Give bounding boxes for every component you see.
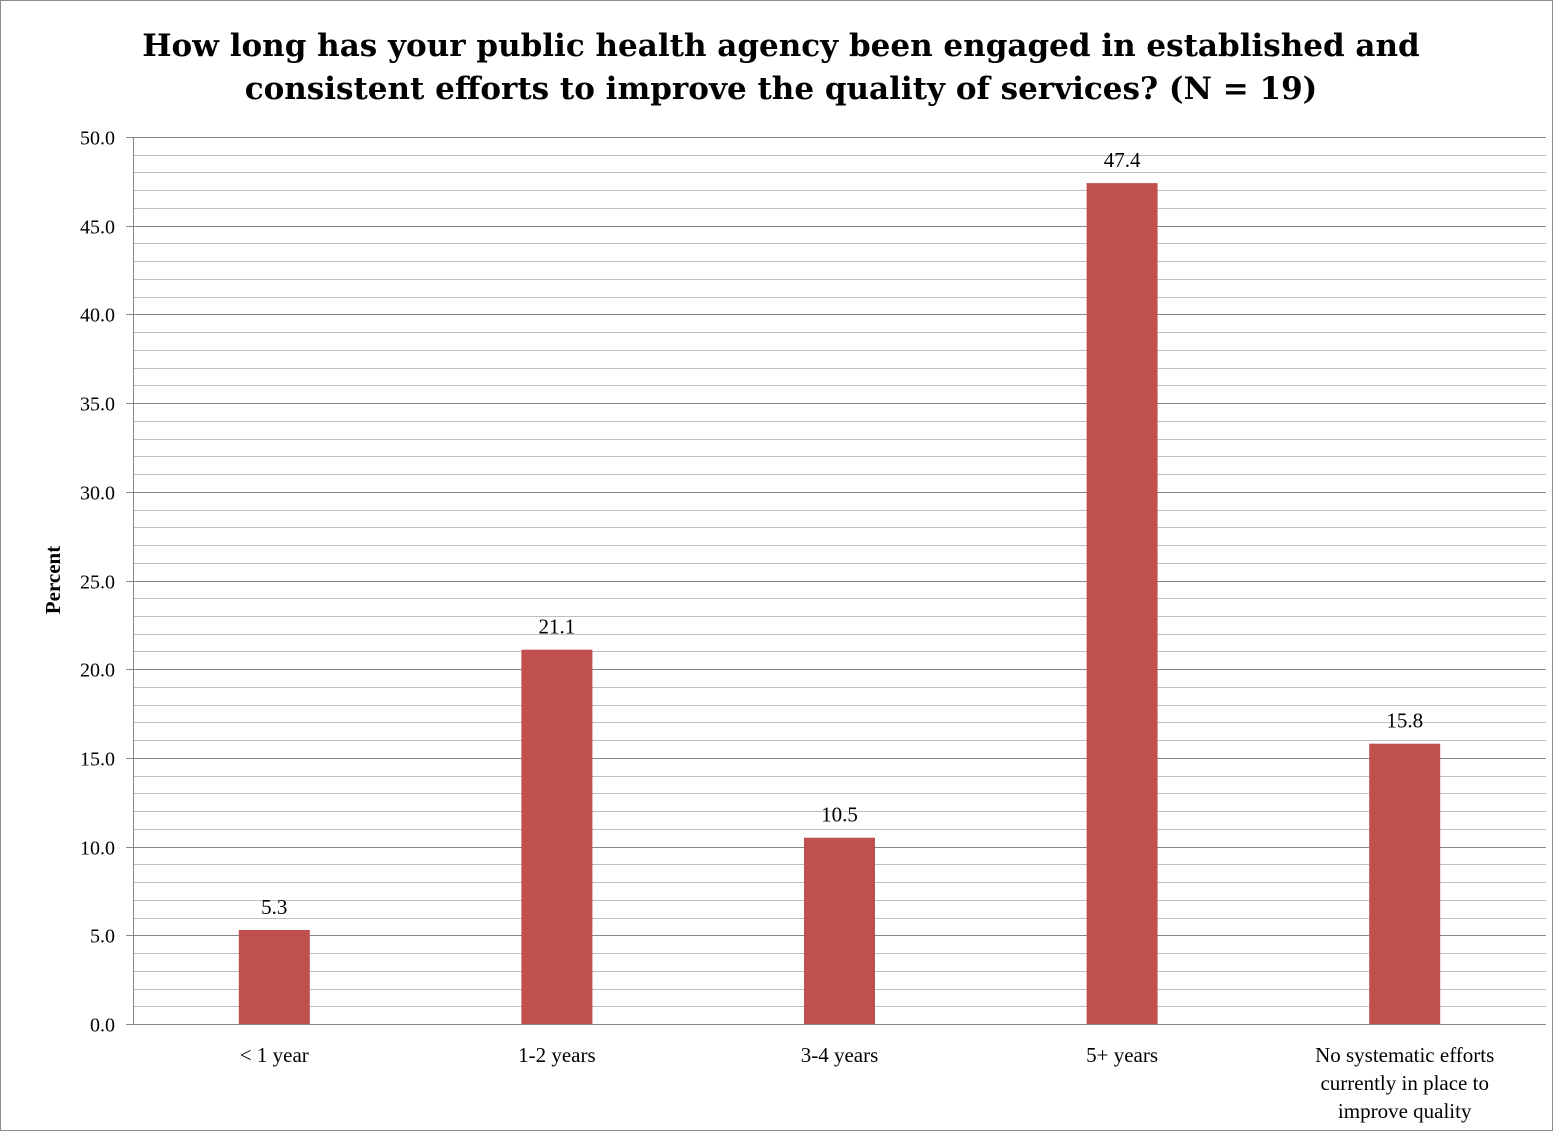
x-tick-label: currently in place to [1320, 1071, 1489, 1095]
data-label: 5.3 [261, 895, 287, 919]
data-label: 10.5 [821, 803, 858, 827]
bar [1369, 743, 1441, 1024]
labels: 0.0 5.0 10.0 15.0 20.0 25.0 30.0 35.0 40.0 45.0 50… [80, 128, 1494, 1124]
axes [133, 137, 1546, 1025]
y-tick-label: 30.0 [80, 483, 115, 505]
chart-title: How long has your public health agency b… [142, 28, 1420, 107]
y-tick-label: 10.0 [80, 838, 115, 860]
y-tick-label: 45.0 [80, 217, 115, 239]
bar [1086, 183, 1158, 1024]
data-label: 21.1 [539, 615, 576, 639]
data-label: 15.8 [1386, 709, 1423, 733]
y-tick-label: 20.0 [80, 660, 115, 682]
x-tick-label: improve quality [1338, 1099, 1472, 1123]
x-tick-label: < 1 year [240, 1043, 309, 1067]
y-tick-label: 0.0 [90, 1015, 115, 1037]
y-tick-label: 35.0 [80, 394, 115, 416]
x-tick-label: 3-4 years [801, 1043, 879, 1067]
bars [238, 183, 1441, 1024]
y-tick-label: 15.0 [80, 749, 115, 771]
y-axis-label: Percent [41, 546, 65, 614]
y-tick-label: 50.0 [80, 128, 115, 150]
x-tick-label: 1-2 years [518, 1043, 596, 1067]
bar [804, 837, 875, 1024]
y-tick-label: 40.0 [80, 305, 115, 327]
x-tick-label: 5+ years [1086, 1043, 1158, 1067]
y-tick-label: 5.0 [90, 926, 115, 948]
x-tick-label: No systematic efforts [1315, 1043, 1494, 1067]
y-tick-label: 25.0 [80, 572, 115, 594]
bar [521, 649, 593, 1024]
bar [238, 929, 310, 1024]
data-label: 47.4 [1104, 148, 1141, 172]
